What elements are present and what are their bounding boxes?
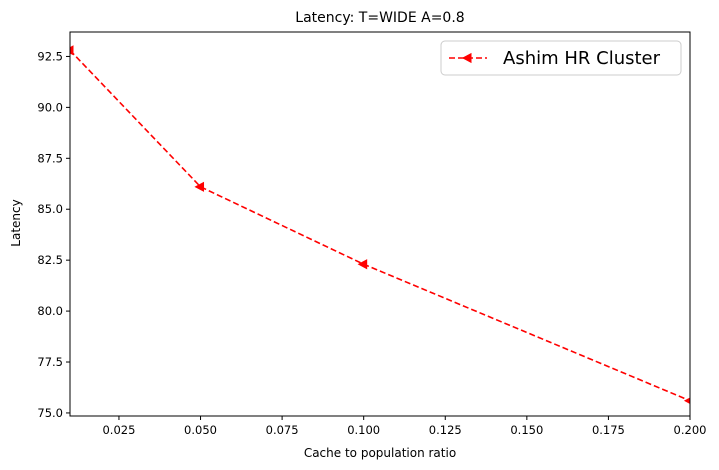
- legend-label: Ashim HR Cluster: [503, 48, 661, 69]
- data-point-marker: [194, 181, 205, 192]
- y-axis-title: Latency: [9, 199, 23, 246]
- data-point-marker: [683, 397, 690, 404]
- x-tick-label: 0.200: [674, 423, 707, 437]
- y-tick-label: 82.5: [37, 253, 63, 267]
- series-line: [70, 49, 690, 402]
- data-point-marker: [357, 259, 368, 270]
- x-tick-label: 0.075: [266, 423, 299, 437]
- y-tick-label: 75.0: [37, 406, 63, 420]
- axes: 0.025 0.050 0.075 0.100 0.125 0.150 0.175 0.200…: [37, 31, 707, 437]
- x-tick-label: 0.175: [592, 423, 625, 437]
- chart-title: Latency: T=WIDE A=0.8: [295, 10, 464, 26]
- y-tick-label: 77.5: [37, 355, 63, 369]
- y-tick-label: 85.0: [37, 202, 63, 216]
- legend-box: [440, 40, 682, 76]
- x-tick-label: 0.125: [429, 423, 462, 437]
- x-tick-label: 0.100: [347, 423, 380, 437]
- legend: Ashim HR Cluster: [440, 40, 682, 76]
- y-tick-label: 92.5: [37, 49, 63, 63]
- data-point-marker: [70, 45, 74, 56]
- x-tick-label: 0.050: [184, 423, 217, 437]
- x-axis-title: Cache to population ratio: [304, 446, 456, 460]
- plot-frame: [69, 31, 691, 417]
- legend-marker-swatch: [461, 52, 472, 64]
- series-group: [70, 45, 690, 404]
- y-tick-label: 90.0: [37, 100, 63, 114]
- x-tick-label: 0.025: [102, 423, 135, 437]
- y-tick-label: 80.0: [37, 304, 63, 318]
- y-tick-label: 87.5: [37, 151, 63, 165]
- plot-area: [70, 45, 690, 404]
- x-tick-label: 0.150: [510, 423, 543, 437]
